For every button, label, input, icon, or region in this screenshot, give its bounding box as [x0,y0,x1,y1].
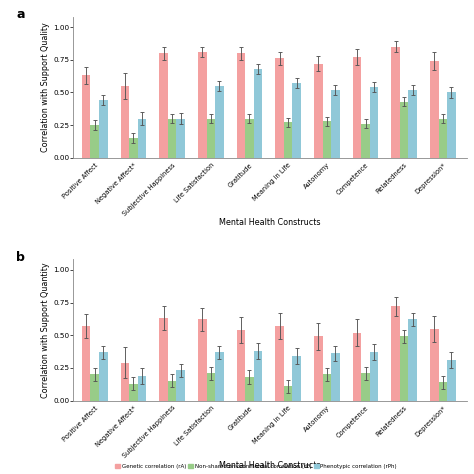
Bar [323,121,331,158]
Bar [447,360,456,401]
X-axis label: Mental Health Constructs: Mental Health Constructs [219,218,321,227]
Bar [392,306,400,401]
Bar [392,46,400,158]
Bar [159,318,168,401]
Bar [91,374,99,401]
Bar [129,138,137,158]
Bar [207,118,215,158]
Y-axis label: Correlation with Support Quality: Correlation with Support Quality [41,22,50,152]
X-axis label: Mental Health Constructs: Mental Health Constructs [219,461,321,470]
Bar [245,377,254,401]
Bar [82,326,91,401]
Bar [198,52,207,158]
Bar [254,351,262,401]
Bar [409,90,417,158]
Bar [137,118,146,158]
Bar [284,122,292,158]
Bar [361,373,370,401]
Bar [207,373,215,401]
Bar [198,319,207,401]
Bar [284,386,292,401]
Bar [168,381,176,401]
Bar [314,64,323,158]
Bar [275,58,284,158]
Bar [137,376,146,401]
Bar [237,330,245,401]
Bar [121,86,129,158]
Bar [370,352,378,401]
Bar [275,326,284,401]
Bar [82,75,91,158]
Bar [400,101,409,158]
Bar [245,118,254,158]
Bar [331,354,339,401]
Bar [254,69,262,158]
Bar [91,125,99,158]
Legend: Genetic correlation (rA), Non-shared environmental correlation (rE), Phenotypic : Genetic correlation (rA), Non-shared env… [113,462,399,471]
Bar [215,352,224,401]
Bar [430,328,438,401]
Bar [370,87,378,158]
Y-axis label: Correlation with Support Quantity: Correlation with Support Quantity [41,262,50,398]
Bar [323,374,331,401]
Bar [438,382,447,401]
Bar [129,383,137,401]
Bar [409,319,417,401]
Bar [400,337,409,401]
Text: a: a [17,8,25,21]
Bar [168,118,176,158]
Text: b: b [17,251,25,264]
Bar [292,83,301,158]
Bar [121,363,129,401]
Bar [438,118,447,158]
Bar [292,356,301,401]
Bar [314,337,323,401]
Bar [447,92,456,158]
Bar [353,333,361,401]
Bar [430,61,438,158]
Bar [176,371,185,401]
Bar [99,352,108,401]
Bar [353,57,361,158]
Bar [237,53,245,158]
Bar [361,124,370,158]
Bar [159,53,168,158]
Bar [331,90,339,158]
Bar [215,86,224,158]
Bar [176,118,185,158]
Bar [99,100,108,158]
